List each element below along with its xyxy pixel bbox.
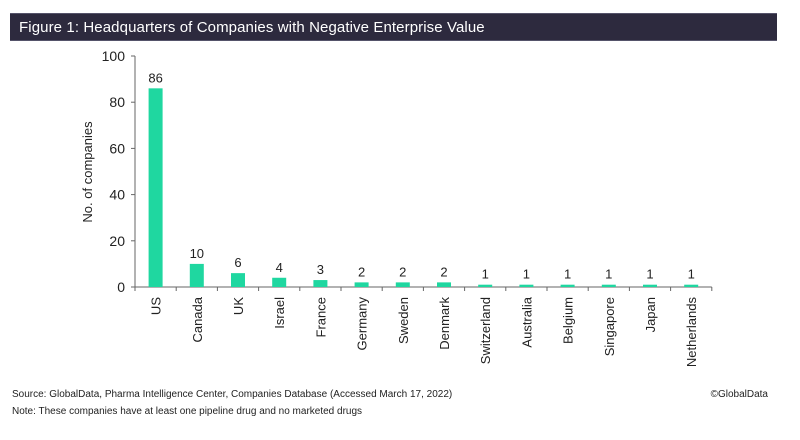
- bar-australia: [519, 284, 534, 287]
- x-tick-label: Sweden: [396, 297, 411, 344]
- data-label: 1: [688, 267, 695, 282]
- data-label: 2: [358, 264, 365, 279]
- bar-canada: [189, 263, 204, 287]
- footnote: Note: These companies have at least one …: [12, 406, 363, 417]
- x-tick-label: US: [149, 297, 164, 315]
- y-tick-label: 40: [109, 187, 125, 203]
- y-tick-label: 60: [109, 140, 125, 156]
- data-label: 2: [399, 264, 406, 279]
- y-axis: 0 20 40 60 80 100: [102, 48, 136, 295]
- figure-header-bar: Figure 1: Headquarters of Companies with…: [10, 13, 777, 41]
- source-note: Source: GlobalData, Pharma Intelligence …: [12, 389, 453, 400]
- data-label: 3: [317, 262, 324, 277]
- y-tick-label: 80: [109, 94, 125, 110]
- x-tick-label: Israel: [272, 297, 287, 329]
- bars: [148, 88, 699, 287]
- bar-uk: [231, 273, 245, 287]
- bar-switzerland: [478, 284, 493, 287]
- y-tick-label: 0: [117, 279, 125, 295]
- x-tick-label: Singapore: [602, 297, 617, 356]
- bar-france: [313, 280, 328, 287]
- x-axis: US Canada UK Israel France Germany Sweden Denma…: [134, 286, 713, 368]
- data-label: 86: [148, 70, 162, 85]
- x-tick-label: Japan: [643, 297, 658, 332]
- data-labels: 86 10 6 4 3 2 2 2 1 1 1 1 1 1: [148, 70, 694, 281]
- x-tick-label: Belgium: [561, 297, 576, 344]
- bar-germany: [354, 282, 369, 287]
- bar-belgium: [560, 284, 575, 287]
- bar-singapore: [601, 284, 616, 287]
- data-label: 1: [605, 267, 612, 282]
- x-tick-label: Canada: [190, 296, 205, 342]
- data-label: 1: [523, 267, 530, 282]
- data-label: 4: [276, 260, 283, 275]
- data-label: 1: [564, 267, 571, 282]
- x-tick-label: Switzerland: [478, 297, 493, 364]
- y-tick-label: 100: [102, 48, 126, 64]
- bar-us: [148, 88, 163, 287]
- bar-israel: [272, 277, 287, 287]
- bar-japan: [643, 284, 657, 287]
- y-tick-label: 20: [109, 233, 125, 249]
- copyright-label: ©GlobalData: [710, 389, 768, 400]
- data-label: 1: [646, 267, 653, 282]
- x-tick-label: Australia: [519, 296, 534, 347]
- bar-denmark: [437, 282, 451, 287]
- data-label: 2: [440, 264, 447, 279]
- data-label: 1: [482, 267, 489, 282]
- y-axis-label: No. of companies: [80, 121, 95, 223]
- x-tick-label: Denmark: [437, 297, 452, 350]
- data-label: 10: [190, 246, 204, 261]
- x-tick-label: Germany: [355, 297, 370, 351]
- x-tick-label: UK: [231, 297, 246, 315]
- bar-netherlands: [684, 284, 699, 287]
- x-tick-label: Netherlands: [684, 297, 699, 368]
- x-tick-label: France: [313, 297, 328, 337]
- bar-sweden: [395, 282, 410, 287]
- figure-title: Figure 1: Headquarters of Companies with…: [19, 19, 485, 36]
- data-label: 6: [234, 255, 241, 270]
